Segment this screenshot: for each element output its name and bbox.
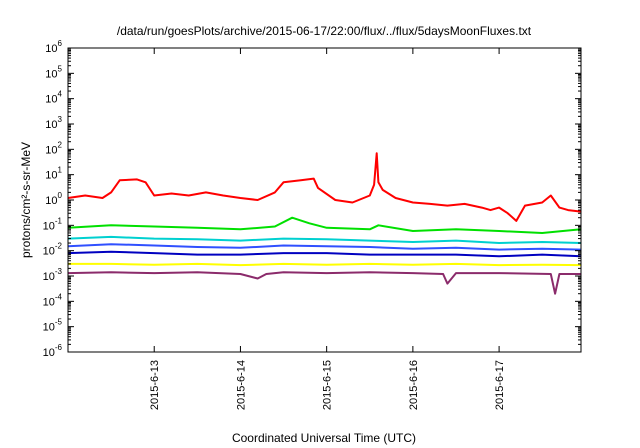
- series-line-6: [68, 262, 582, 267]
- x-axis-label: Coordinated Universal Time (UTC): [232, 431, 416, 445]
- y-tick-label: 10-2: [43, 242, 63, 258]
- y-tick-label: 104: [45, 90, 62, 106]
- y-tick-label: 10-4: [43, 292, 63, 308]
- series-line-4: [67, 243, 582, 251]
- series-line-5: [67, 250, 582, 258]
- x-tick-label: 2015-6-17: [494, 360, 506, 410]
- y-tick-label: 106: [45, 39, 62, 55]
- y-axis: 10-6 10-5 10-4 10-3 10-2 10-1 100 101 102 103 104 1…: [43, 39, 581, 359]
- y-tick-label: 10-3: [43, 267, 63, 283]
- y-tick-label: 10-6: [43, 343, 63, 359]
- y-tick-label: 10-5: [43, 318, 63, 334]
- series-line-2: [67, 216, 582, 234]
- y-axis-label: protons/cm²-s-sr-MeV: [19, 142, 33, 258]
- chart-title: /data/run/goesPlots/archive/2015-06-17/2…: [117, 24, 532, 38]
- y-tick-label: 101: [45, 166, 62, 182]
- series-line-7: [67, 271, 581, 295]
- y-tick-label: 100: [45, 191, 62, 207]
- x-tick-label: 2015-6-16: [408, 360, 420, 410]
- y-tick-label: 102: [45, 140, 62, 156]
- y-tick-label: 105: [45, 64, 62, 80]
- x-tick-label: 2015-6-13: [149, 360, 161, 410]
- x-tick-label: 2015-6-15: [322, 360, 334, 410]
- series-line-1: [67, 152, 582, 222]
- series-line-3: [67, 235, 582, 244]
- x-tick-label: 2015-6-14: [235, 360, 247, 410]
- series-layer: [67, 152, 582, 295]
- y-tick-label: 10-1: [43, 216, 63, 232]
- x-axis: 2015-6-13 2015-6-14 2015-6-15 2015-6-16 2015…: [149, 48, 506, 410]
- plot-frame: [67, 47, 582, 353]
- y-tick-label: 103: [45, 115, 62, 131]
